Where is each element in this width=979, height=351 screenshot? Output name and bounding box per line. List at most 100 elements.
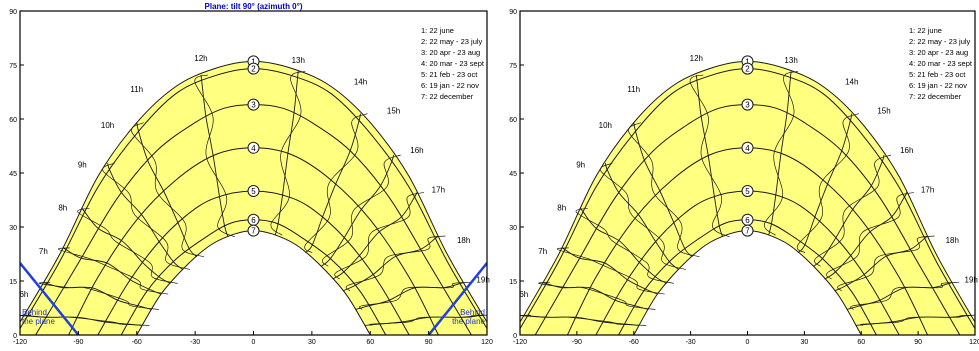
behind-plane-label-right: Behind the plane bbox=[452, 308, 485, 326]
legend-entry: 1: 22 june bbox=[421, 26, 454, 35]
hour-label-7h: 7h bbox=[538, 247, 547, 256]
legend: 1: 22 june 2: 22 may - 23 july 3: 20 apr -… bbox=[909, 26, 973, 101]
hour-label-9h: 9h bbox=[576, 160, 585, 169]
x-tick-label: -60 bbox=[132, 339, 142, 346]
x-tick-label: 60 bbox=[857, 339, 865, 346]
hour-loop-9h bbox=[77, 207, 178, 284]
hour-label-19h: 19h bbox=[476, 276, 489, 285]
y-tick-label: 30 bbox=[9, 225, 17, 232]
legend-entry: 6: 19 jan - 22 nov bbox=[909, 81, 967, 90]
date-marker-label-3: 3 bbox=[745, 101, 750, 110]
y-tick-label: 15 bbox=[509, 279, 517, 286]
date-marker-label-5: 5 bbox=[251, 187, 256, 196]
y-tick-label: 90 bbox=[9, 9, 17, 16]
hour-loop-10h bbox=[600, 162, 686, 270]
x-tick-label: 120 bbox=[481, 339, 493, 346]
hour-loop-7h bbox=[38, 281, 159, 310]
legend-entry: 3: 20 apr - 23 aug bbox=[421, 48, 480, 57]
hour-label-7h: 7h bbox=[39, 247, 48, 256]
hour-line-9h bbox=[580, 208, 668, 284]
hour-loop-18h bbox=[850, 281, 960, 310]
hour-label-15h: 15h bbox=[877, 106, 890, 115]
plane-boundary-right bbox=[427, 262, 487, 335]
hour-label-10h: 10h bbox=[101, 121, 114, 130]
plot-area bbox=[20, 60, 487, 335]
date-marker-label-5: 5 bbox=[745, 187, 750, 196]
hour-loop-14h bbox=[796, 113, 859, 254]
hour-loop-10h bbox=[102, 162, 191, 270]
hour-loop-19h bbox=[860, 314, 975, 326]
hour-label-17h: 17h bbox=[921, 186, 934, 195]
x-tick-label: 90 bbox=[914, 339, 922, 346]
hour-label-6h: 6h bbox=[19, 290, 28, 299]
sun-path-band bbox=[520, 61, 975, 335]
hour-loop-17h bbox=[345, 235, 446, 292]
legend-entry: 3: 20 apr - 23 aug bbox=[909, 48, 968, 57]
hour-label-6h: 6h bbox=[519, 290, 528, 299]
y-tick-label: 0 bbox=[13, 333, 17, 340]
hour-loop-19h bbox=[369, 314, 487, 326]
x-tick-label: 30 bbox=[800, 339, 808, 346]
x-tick-label: -60 bbox=[629, 339, 639, 346]
y-tick-label: 75 bbox=[509, 63, 517, 70]
y-tick-label: 90 bbox=[509, 9, 517, 16]
x-tick-label: 30 bbox=[308, 339, 316, 346]
x-tick-label: 120 bbox=[969, 339, 979, 346]
x-tick-label: -120 bbox=[513, 339, 527, 346]
hour-label-9h: 9h bbox=[78, 160, 87, 169]
legend-entry: 2: 22 may - 23 july bbox=[421, 37, 483, 46]
x-tick-label: 60 bbox=[366, 339, 374, 346]
hour-loop-8h bbox=[556, 247, 665, 295]
hour-loop-17h bbox=[837, 235, 935, 292]
date-marker-label-4: 4 bbox=[745, 144, 750, 153]
x-tick-label: 90 bbox=[425, 339, 433, 346]
hour-label-8h: 8h bbox=[557, 204, 566, 213]
hour-label-12h: 12h bbox=[690, 54, 703, 63]
x-tick-label: -120 bbox=[13, 339, 27, 346]
date-marker-label-1: 1 bbox=[251, 57, 256, 66]
date-marker-label-1: 1 bbox=[745, 57, 750, 66]
hour-loop-13h bbox=[270, 70, 306, 236]
hour-label-12h: 12h bbox=[194, 54, 207, 63]
plane-boundary-left bbox=[20, 262, 80, 335]
hour-loop-9h bbox=[575, 207, 674, 284]
date-marker-4 bbox=[741, 141, 754, 154]
chart-title: Plane: tilt 90° (azimuth 0°) bbox=[205, 2, 303, 11]
hour-loop-11h bbox=[628, 122, 700, 258]
hour-loop-8h bbox=[58, 247, 169, 295]
date-marker-3 bbox=[247, 98, 260, 111]
hour-loop-7h bbox=[538, 281, 656, 310]
legend-entry: 2: 22 may - 23 july bbox=[909, 37, 971, 46]
y-tick-label: 75 bbox=[9, 63, 17, 70]
legend-entry: 7: 22 december bbox=[909, 92, 962, 101]
hour-loop-11h bbox=[131, 122, 205, 258]
hour-label-8h: 8h bbox=[58, 204, 67, 213]
sun-path-band bbox=[20, 61, 487, 335]
x-tick-label: -90 bbox=[572, 339, 582, 346]
date-marker-label-7: 7 bbox=[251, 227, 256, 236]
date-marker-2 bbox=[741, 62, 754, 75]
y-tick-label: 60 bbox=[509, 117, 517, 124]
y-tick-label: 45 bbox=[9, 171, 17, 178]
legend-entry: 6: 19 jan - 22 nov bbox=[421, 81, 479, 90]
hour-label-14h: 14h bbox=[845, 78, 858, 87]
date-marker-5 bbox=[741, 185, 754, 197]
hour-label-13h: 13h bbox=[292, 56, 305, 65]
hour-label-11h: 11h bbox=[627, 85, 640, 94]
hour-label-19h: 19h bbox=[965, 276, 978, 285]
hour-label-15h: 15h bbox=[387, 106, 400, 115]
hour-loop-16h bbox=[826, 192, 914, 280]
legend-entry: 4: 20 mar - 23 sept bbox=[909, 59, 973, 68]
y-tick-label: 30 bbox=[509, 225, 517, 232]
date-marker-5 bbox=[247, 185, 260, 197]
hour-label-16h: 16h bbox=[410, 146, 423, 155]
date-marker-2 bbox=[247, 62, 260, 75]
behind-plane-label-left: Behind the plane bbox=[22, 308, 55, 326]
legend-entry: 1: 22 june bbox=[909, 26, 942, 35]
y-tick-label: 60 bbox=[9, 117, 17, 124]
date-marker-label-2: 2 bbox=[745, 65, 750, 74]
